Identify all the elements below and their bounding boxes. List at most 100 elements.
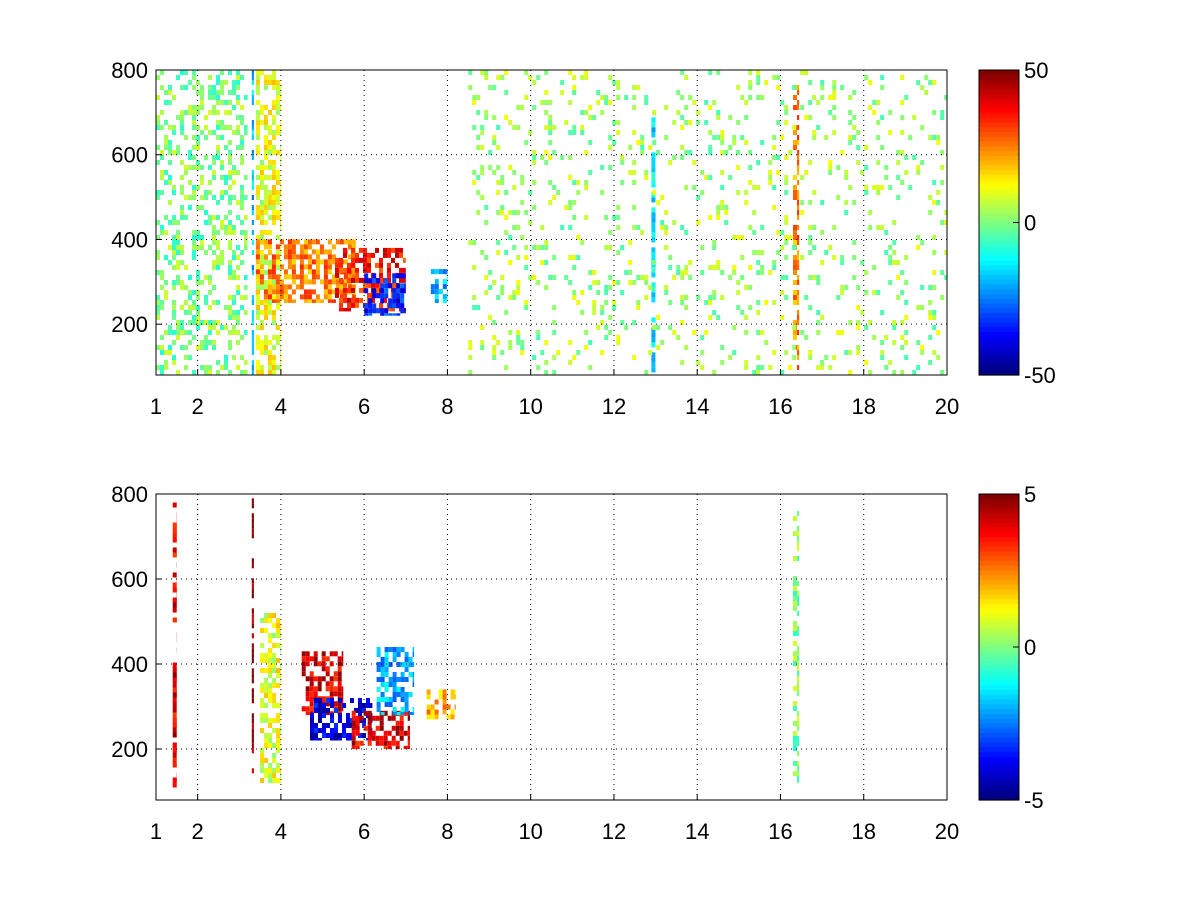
heatmap-cell-0 bbox=[164, 145, 168, 150]
heatmap-cell-4 bbox=[338, 733, 342, 738]
heatmap-cell-9 bbox=[600, 350, 605, 355]
heatmap-cell-9 bbox=[660, 195, 665, 200]
heatmap-cell-2 bbox=[259, 310, 264, 315]
heatmap-cell-9 bbox=[920, 350, 925, 355]
heatmap-cell-9 bbox=[840, 255, 845, 260]
heatmap-cell-9 bbox=[588, 285, 593, 290]
heatmap-cell-9 bbox=[684, 105, 689, 110]
colorbar-band bbox=[979, 174, 1019, 181]
heatmap-cell-9 bbox=[820, 315, 825, 320]
heatmap-cell-9 bbox=[732, 350, 737, 355]
heatmap-cell-0 bbox=[200, 340, 204, 345]
heatmap-cell-3 bbox=[303, 249, 308, 255]
heatmap-cell-2 bbox=[279, 245, 281, 250]
heatmap-cell-9 bbox=[572, 355, 577, 360]
heatmap-cell-8 bbox=[793, 601, 797, 606]
heatmap-cell-9 bbox=[860, 310, 865, 315]
heatmap-cell-9 bbox=[904, 255, 909, 260]
heatmap-cell-3 bbox=[291, 289, 296, 295]
heatmap-cell-2 bbox=[267, 230, 272, 235]
heatmap-cell-2 bbox=[271, 75, 276, 80]
y-tick-label: 200 bbox=[111, 312, 148, 337]
heatmap-cell-0 bbox=[180, 85, 184, 90]
heatmap-cell-4 bbox=[318, 718, 322, 723]
heatmap-cell-9 bbox=[756, 270, 761, 275]
heatmap-cell-4 bbox=[330, 713, 334, 718]
colorbar-band bbox=[979, 675, 1019, 682]
heatmap-cell-6 bbox=[400, 677, 405, 682]
heatmap-cell-3 bbox=[341, 691, 344, 697]
heatmap-cell-0 bbox=[232, 250, 236, 255]
heatmap-cell-9 bbox=[540, 245, 545, 250]
heatmap-cell-6 bbox=[376, 707, 381, 712]
heatmap-cell-9 bbox=[924, 75, 929, 80]
heatmap-cell-0 bbox=[196, 105, 200, 110]
heatmap-cell-2 bbox=[279, 360, 281, 365]
heatmap-cell-2 bbox=[264, 653, 269, 658]
colorbar-band bbox=[979, 498, 1019, 505]
heatmap-cell-9 bbox=[552, 150, 557, 155]
heatmap-cell-3 bbox=[325, 666, 330, 672]
heatmap-cell-9 bbox=[508, 340, 513, 345]
heatmap-cell-1 bbox=[251, 668, 254, 674]
heatmap-cell-1 bbox=[251, 205, 254, 210]
heatmap-cell-2 bbox=[263, 220, 268, 225]
heatmap-cell-9 bbox=[808, 350, 813, 355]
heatmap-cell-5 bbox=[395, 720, 400, 726]
heatmap-cell-9 bbox=[848, 135, 853, 140]
heatmap-cell-0 bbox=[172, 607, 177, 613]
heatmap-cell-0 bbox=[236, 125, 240, 130]
heatmap-cell-9 bbox=[756, 355, 761, 360]
heatmap-cell-9 bbox=[848, 110, 853, 115]
heatmap-cell-0 bbox=[232, 310, 236, 315]
heatmap-cell-2 bbox=[275, 200, 280, 205]
heatmap-cell-4 bbox=[371, 252, 375, 258]
heatmap-cell-4 bbox=[351, 302, 355, 308]
heatmap-cell-2 bbox=[268, 733, 273, 738]
heatmap-cell-0 bbox=[172, 662, 177, 668]
heatmap-cell-9 bbox=[772, 205, 777, 210]
heatmap-cell-3 bbox=[305, 656, 310, 662]
axes-frame bbox=[155, 69, 948, 376]
heatmap-cell-0 bbox=[172, 722, 177, 728]
heatmap-cell-8 bbox=[797, 85, 800, 90]
heatmap-cell-2 bbox=[263, 75, 268, 80]
heatmap-cell-9 bbox=[516, 125, 521, 130]
heatmap-cell-0 bbox=[220, 120, 224, 125]
heatmap-cell-1 bbox=[251, 588, 254, 594]
heatmap-cell-3 bbox=[287, 254, 292, 260]
heatmap-cell-8 bbox=[797, 300, 800, 305]
heatmap-cell-6 bbox=[408, 662, 413, 667]
heatmap-cell-6 bbox=[400, 697, 405, 702]
heatmap-cell-0 bbox=[212, 225, 216, 230]
heatmap-cell-3 bbox=[325, 701, 330, 707]
heatmap-cell-9 bbox=[632, 320, 637, 325]
heatmap-cell-9 bbox=[480, 340, 485, 345]
heatmap-cell-4 bbox=[371, 282, 375, 288]
heatmap-cell-6 bbox=[396, 687, 401, 692]
heatmap-cell-0 bbox=[188, 330, 192, 335]
heatmap-cell-9 bbox=[612, 80, 617, 85]
heatmap-cell-9 bbox=[792, 245, 797, 250]
heatmap-cell-0 bbox=[160, 155, 164, 160]
heatmap-cell-3 bbox=[321, 676, 326, 682]
heatmap-cell-9 bbox=[940, 180, 945, 185]
heatmap-cell-0 bbox=[228, 125, 232, 130]
heatmap-cell-0 bbox=[216, 255, 220, 260]
colorbar-band bbox=[979, 303, 1019, 309]
heatmap-cell-4 bbox=[330, 718, 334, 723]
x-tick-label: 2 bbox=[192, 819, 204, 844]
heatmap-cell-9 bbox=[736, 190, 741, 195]
heatmap-cell-8 bbox=[797, 536, 800, 541]
heatmap-cell-9 bbox=[784, 120, 789, 125]
colorbar-band bbox=[979, 780, 1019, 787]
heatmap-cell-4 bbox=[343, 287, 347, 293]
heatmap-cell-8 bbox=[797, 295, 800, 300]
heatmap-cell-9 bbox=[664, 105, 669, 110]
heatmap-cell-3 bbox=[343, 274, 348, 280]
heatmap-cell-7 bbox=[651, 267, 656, 273]
heatmap-cell-9 bbox=[772, 185, 777, 190]
heatmap-cell-9 bbox=[740, 275, 745, 280]
heatmap-cell-9 bbox=[928, 300, 933, 305]
heatmap-cell-5 bbox=[380, 293, 385, 299]
